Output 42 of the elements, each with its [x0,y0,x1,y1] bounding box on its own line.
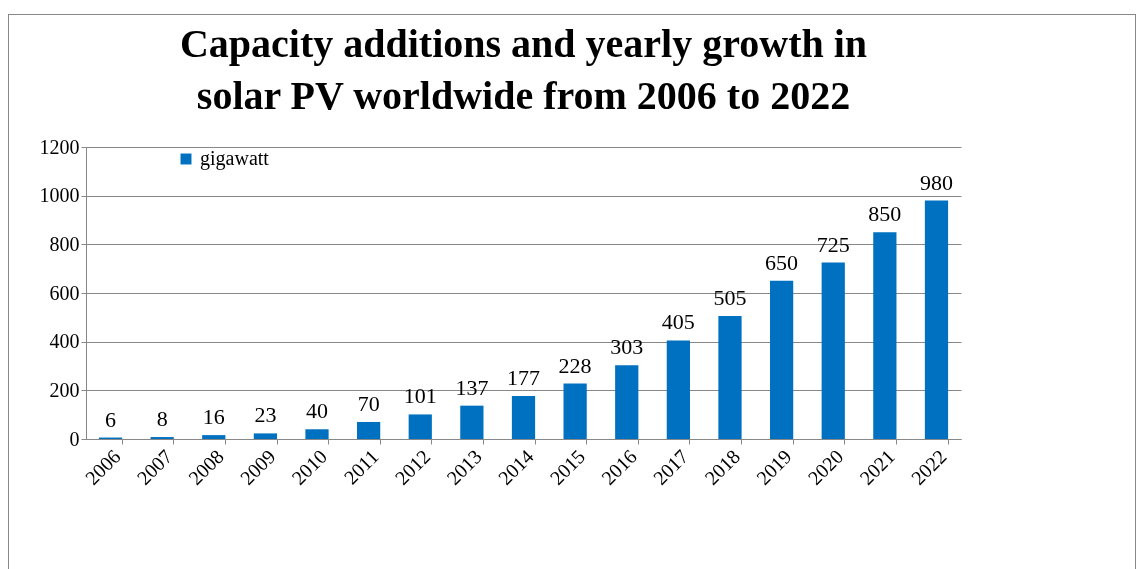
data-label: 650 [765,249,799,275]
data-label: 16 [202,404,225,430]
bar [460,405,484,439]
y-tick-label: 600 [49,281,80,304]
bar [770,280,794,439]
legend-label: gigawatt [200,147,270,170]
bar [357,421,381,439]
bar [305,429,329,439]
bar [873,232,897,439]
data-label: 405 [661,309,695,335]
bar [821,262,845,439]
bar [718,316,742,439]
data-label: 8 [156,406,168,432]
data-label: 850 [868,201,902,227]
bar [615,365,639,439]
y-tick-label: 1000 [39,184,80,207]
bar [408,414,432,439]
bar [202,435,226,439]
y-tick-label: 1200 [39,135,80,158]
bar [924,200,949,439]
data-label: 980 [919,169,953,195]
data-label: 177 [507,364,540,390]
y-tick-label: 800 [49,232,80,255]
data-label: 23 [254,402,277,428]
y-tick-label: 0 [69,427,80,450]
data-label: 505 [713,285,747,311]
data-label: 101 [403,383,437,409]
chart-title: Capacity additions and yearly growth in solar PV worldwide from 2006 to 2022 [179,21,868,118]
data-label: 40 [306,398,329,424]
bar [563,383,587,439]
bar [253,433,277,439]
bar [666,340,690,439]
data-label: 303 [610,334,644,360]
y-tick-label: 400 [49,330,80,353]
data-label: 6 [105,406,117,432]
y-tick-label: 200 [49,378,80,401]
data-label: 70 [357,390,380,416]
bar [511,395,536,439]
data-label: 137 [455,374,489,400]
data-label: 228 [558,352,592,378]
data-label: 725 [816,231,850,257]
x-tick-label: 2011 [339,445,383,489]
